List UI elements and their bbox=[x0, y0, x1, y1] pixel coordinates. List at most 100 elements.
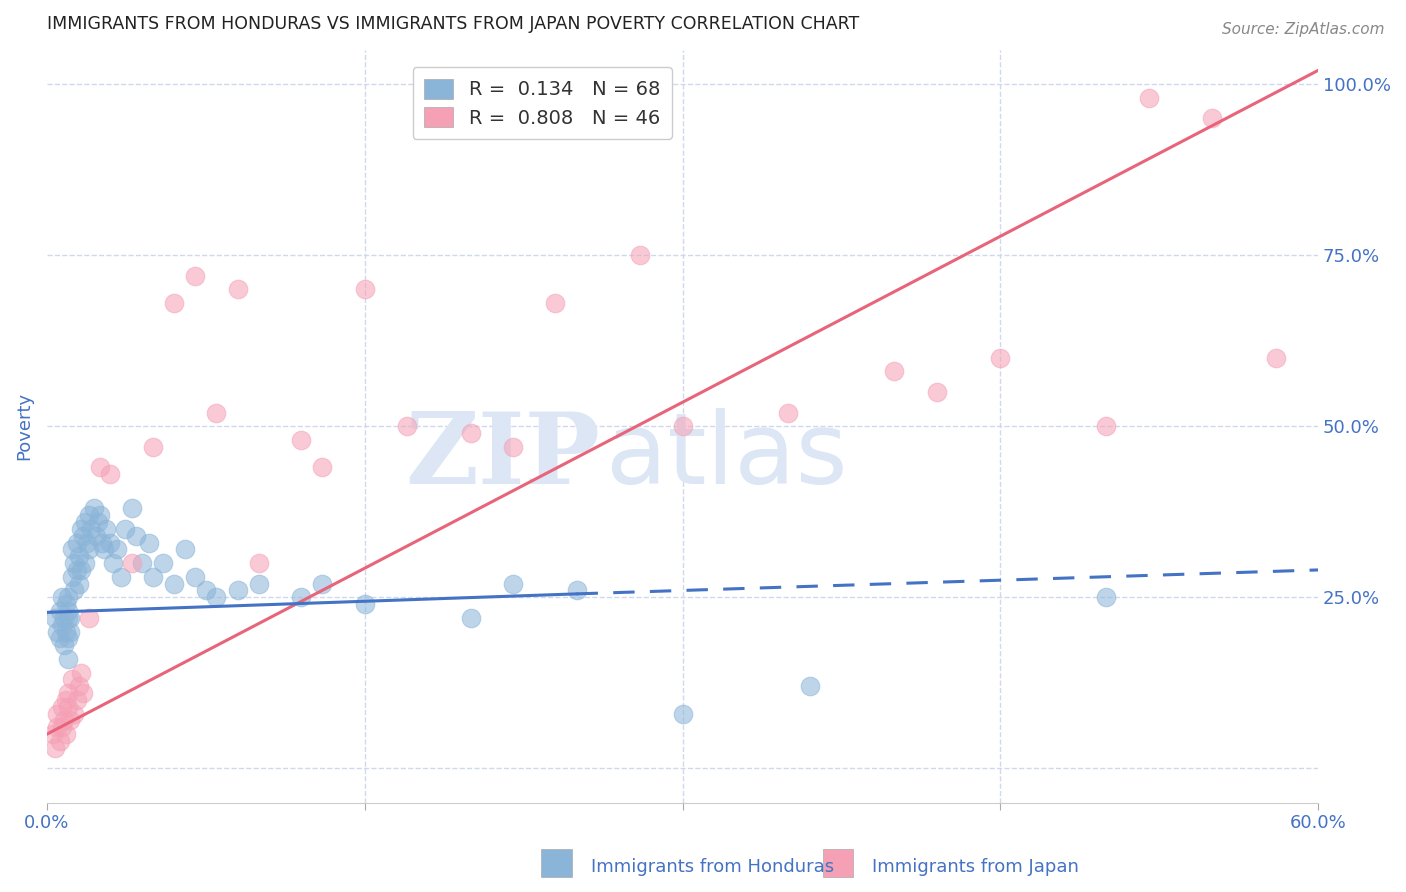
Point bbox=[396, 419, 419, 434]
Point bbox=[77, 611, 100, 625]
Point bbox=[63, 556, 86, 570]
Point bbox=[44, 611, 66, 625]
Point bbox=[184, 570, 207, 584]
Point bbox=[247, 576, 270, 591]
Point bbox=[502, 440, 524, 454]
Point bbox=[163, 576, 186, 591]
Point bbox=[628, 248, 651, 262]
Point bbox=[1095, 419, 1118, 434]
Point bbox=[67, 679, 90, 693]
Bar bbox=[541, 849, 572, 877]
Point bbox=[56, 604, 79, 618]
Text: Immigrants from Honduras: Immigrants from Honduras bbox=[591, 858, 834, 876]
Point bbox=[52, 714, 75, 728]
Point bbox=[1201, 112, 1223, 126]
Point bbox=[55, 727, 77, 741]
Point bbox=[51, 617, 73, 632]
Point bbox=[460, 425, 482, 440]
Point bbox=[69, 563, 91, 577]
Point bbox=[353, 597, 375, 611]
Point bbox=[56, 652, 79, 666]
Text: IMMIGRANTS FROM HONDURAS VS IMMIGRANTS FROM JAPAN POVERTY CORRELATION CHART: IMMIGRANTS FROM HONDURAS VS IMMIGRANTS F… bbox=[46, 15, 859, 33]
Text: ZIP: ZIP bbox=[405, 408, 600, 505]
Point bbox=[163, 296, 186, 310]
Point bbox=[121, 556, 143, 570]
Point bbox=[52, 611, 75, 625]
Point bbox=[63, 583, 86, 598]
Point bbox=[100, 535, 122, 549]
Point bbox=[46, 720, 69, 734]
Point bbox=[56, 591, 79, 605]
Point bbox=[77, 542, 100, 557]
Point bbox=[1264, 351, 1286, 365]
Point bbox=[72, 686, 94, 700]
Point bbox=[925, 384, 948, 399]
Point bbox=[44, 740, 66, 755]
Point bbox=[56, 686, 79, 700]
Point bbox=[101, 556, 124, 570]
Point bbox=[56, 611, 79, 625]
Point bbox=[46, 624, 69, 639]
Point bbox=[80, 522, 103, 536]
Point bbox=[55, 597, 77, 611]
Point bbox=[544, 296, 567, 310]
Point bbox=[671, 706, 693, 721]
Point bbox=[56, 699, 79, 714]
Point bbox=[142, 440, 165, 454]
Point bbox=[65, 563, 87, 577]
Point bbox=[247, 556, 270, 570]
Point bbox=[59, 611, 82, 625]
Point bbox=[205, 405, 228, 419]
Point bbox=[46, 706, 69, 721]
Point bbox=[65, 535, 87, 549]
Point bbox=[121, 501, 143, 516]
Point bbox=[56, 632, 79, 646]
Point bbox=[1095, 591, 1118, 605]
Point bbox=[226, 583, 249, 598]
Point bbox=[55, 624, 77, 639]
Point bbox=[311, 576, 333, 591]
Point bbox=[87, 515, 110, 529]
Y-axis label: Poverty: Poverty bbox=[15, 392, 32, 460]
Point bbox=[290, 591, 312, 605]
Point bbox=[93, 542, 115, 557]
Point bbox=[1137, 91, 1160, 105]
Point bbox=[48, 734, 70, 748]
Point bbox=[77, 508, 100, 523]
Point bbox=[51, 720, 73, 734]
Point bbox=[184, 268, 207, 283]
Point bbox=[48, 632, 70, 646]
Point bbox=[91, 535, 114, 549]
Point bbox=[67, 549, 90, 564]
Point bbox=[290, 433, 312, 447]
Point bbox=[671, 419, 693, 434]
Point bbox=[73, 556, 96, 570]
Point bbox=[60, 542, 83, 557]
Point bbox=[59, 624, 82, 639]
Point bbox=[194, 583, 217, 598]
Point bbox=[125, 529, 148, 543]
Point bbox=[73, 515, 96, 529]
Point bbox=[83, 501, 105, 516]
Point bbox=[565, 583, 588, 598]
Point bbox=[205, 591, 228, 605]
Point bbox=[76, 535, 98, 549]
Point bbox=[60, 673, 83, 687]
Text: atlas: atlas bbox=[606, 408, 848, 505]
Point bbox=[988, 351, 1011, 365]
Point bbox=[311, 460, 333, 475]
Text: Immigrants from Japan: Immigrants from Japan bbox=[872, 858, 1078, 876]
Point bbox=[84, 529, 107, 543]
Point bbox=[105, 542, 128, 557]
Point bbox=[48, 604, 70, 618]
Point bbox=[52, 638, 75, 652]
Point bbox=[42, 727, 65, 741]
Point bbox=[131, 556, 153, 570]
Legend: R =  0.134   N = 68, R =  0.808   N = 46: R = 0.134 N = 68, R = 0.808 N = 46 bbox=[412, 67, 672, 139]
Point bbox=[60, 570, 83, 584]
Point bbox=[51, 699, 73, 714]
Point bbox=[100, 467, 122, 482]
Point bbox=[460, 611, 482, 625]
Point bbox=[55, 693, 77, 707]
Point bbox=[69, 665, 91, 680]
